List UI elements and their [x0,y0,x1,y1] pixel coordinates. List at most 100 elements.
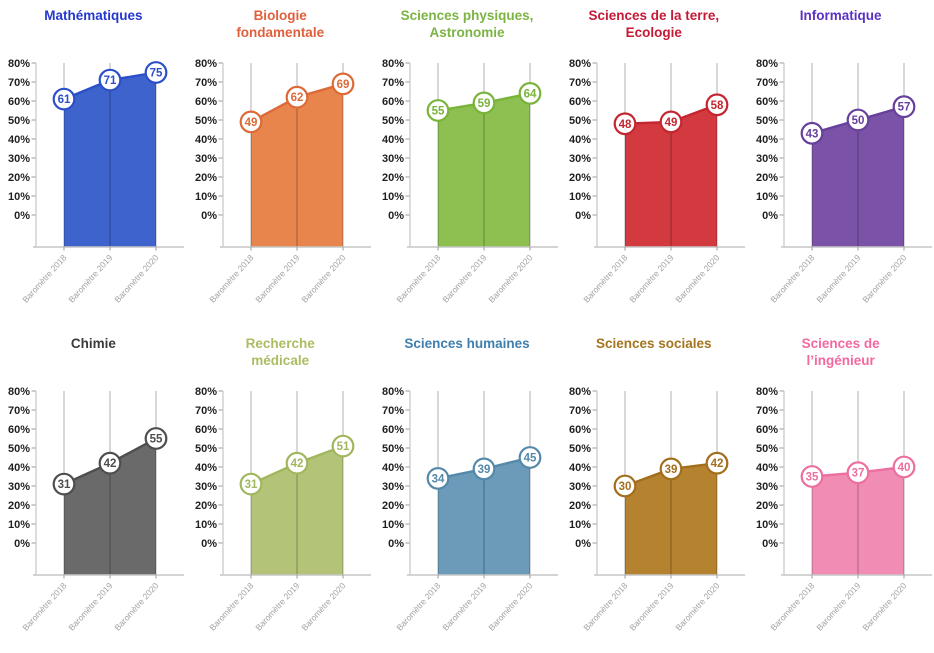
y-axis-label: 0% [14,538,30,550]
point-value: 42 [291,458,304,470]
y-axis-label: 40% [195,462,217,474]
x-axis-label: Baromètre 2020 [486,252,534,304]
chart-svg: 80% 70% 60% 50% 40% 30% 20% 10% 0% 31 42 55 Baromètr… [8,386,185,633]
point-marker [518,82,542,105]
point-value: 57 [897,102,910,114]
point-value: 58 [710,100,723,112]
y-axis-label: 80% [195,386,217,398]
chart-title: Sciences sociales [595,336,712,351]
point-marker [613,112,637,136]
chart-title: Recherche médicale [245,336,315,368]
point-value: 51 [337,441,350,453]
y-axis-label: 70% [756,77,778,89]
point-value: 49 [664,117,677,129]
y-axis-label: 20% [195,172,217,184]
y-axis-label: 10% [382,191,404,203]
y-axis-label: 70% [8,77,30,89]
y-axis-label: 0% [388,210,404,222]
chart-cell-1: Mathématiques 80% 70% 60% 50% 40% 30% 20% 10% 0%… [0,5,187,325]
point-marker [659,110,683,134]
y-axis-label: 60% [569,96,591,108]
x-axis-label: Baromètre 2019 [814,580,862,632]
y-axis-label: 50% [756,115,778,127]
y-axis-label: 20% [569,172,591,184]
x-axis-label: Baromètre 2018 [394,580,442,632]
y-axis-label: 70% [8,405,30,417]
x-axis-label: Baromètre 2020 [860,252,908,304]
point-value: 34 [432,473,445,485]
point-marker [144,427,168,450]
y-axis-label: 0% [201,538,217,550]
y-axis-label: 50% [195,115,217,127]
y-axis-label: 0% [575,538,591,550]
point-value: 55 [150,434,163,446]
y-axis-label: 50% [382,443,404,455]
point-value: 30 [618,481,631,493]
chart-svg: 80% 70% 60% 50% 40% 30% 20% 10% 0% 61 71 75 Baromètr… [8,58,185,305]
x-axis-label: Baromètre 2019 [67,252,115,304]
area-shape [251,446,344,575]
point-marker [239,110,263,134]
point-marker [892,455,915,479]
y-axis-label: 40% [756,462,778,474]
chart-svg: 80% 70% 60% 50% 40% 30% 20% 10% 0% 43 50 57 Baromètr… [756,58,932,305]
point-value: 31 [245,479,258,491]
x-axis-label: Baromètre 2019 [440,580,488,632]
y-axis-label: 0% [201,210,217,222]
y-axis-label: 60% [756,424,778,436]
point-value: 64 [524,88,537,100]
x-axis-label: Baromètre 2019 [627,252,675,304]
y-axis-label: 40% [382,134,404,146]
point-value: 61 [58,94,71,106]
chart-title: Biologie fondamentale [236,8,325,40]
y-axis-label: 40% [756,134,778,146]
chart-title: Sciences humaines [404,336,530,351]
y-axis-label: 60% [8,424,30,436]
y-axis-label: 10% [756,519,778,531]
y-axis-label: 50% [8,115,30,127]
area-shape [437,457,530,575]
x-axis-label: Baromètre 2020 [299,252,347,304]
chart-cell-3: Sciences physiques, Astronomie 80% 70% 60%… [374,5,561,325]
x-axis-label: Baromètre 2018 [207,580,255,632]
y-axis-label: 10% [195,191,217,203]
y-axis-label: 40% [195,134,217,146]
point-marker [705,93,729,117]
chart-cell-2: Biologie fondamentale 80% 70% 60% 50% 40% 30%… [187,5,374,325]
point-marker [518,446,542,469]
x-axis-label: Baromètre 2019 [253,252,301,304]
area-shape [437,93,530,247]
x-axis-label: Baromètre 2020 [860,580,908,632]
point-marker [800,121,823,145]
chart-cell-7: Recherche médicale 80% 70% 60% 50% 40% 30% 20%… [187,333,374,653]
y-axis-label: 80% [756,386,778,398]
point-marker [472,457,496,481]
y-axis-label: 50% [569,443,591,455]
point-marker [613,474,637,498]
y-axis-label: 30% [195,153,217,165]
point-marker [705,451,729,475]
chart-cell-5: Informatique 80% 70% 60% 50% 40% 30% 20% 10% 0% 4… [747,5,934,325]
point-marker [52,87,76,111]
point-marker [285,451,309,475]
y-axis-label: 40% [569,134,591,146]
point-marker [800,465,823,488]
point-value: 35 [805,472,818,484]
point-marker [98,451,122,475]
y-axis-label: 70% [569,77,591,89]
y-axis-label: 20% [382,500,404,512]
y-axis-label: 50% [569,115,591,127]
y-axis-label: 10% [8,191,30,203]
y-axis-label: 30% [569,481,591,493]
point-value: 37 [851,468,864,480]
point-marker [239,472,263,496]
y-axis-label: 70% [569,405,591,417]
y-axis-label: 10% [756,191,778,203]
x-axis-label: Baromètre 2020 [486,580,534,632]
point-value: 39 [478,464,491,476]
y-axis-label: 20% [382,172,404,184]
point-value: 71 [104,75,117,87]
area-shape [64,72,157,247]
y-axis-label: 30% [756,153,778,165]
